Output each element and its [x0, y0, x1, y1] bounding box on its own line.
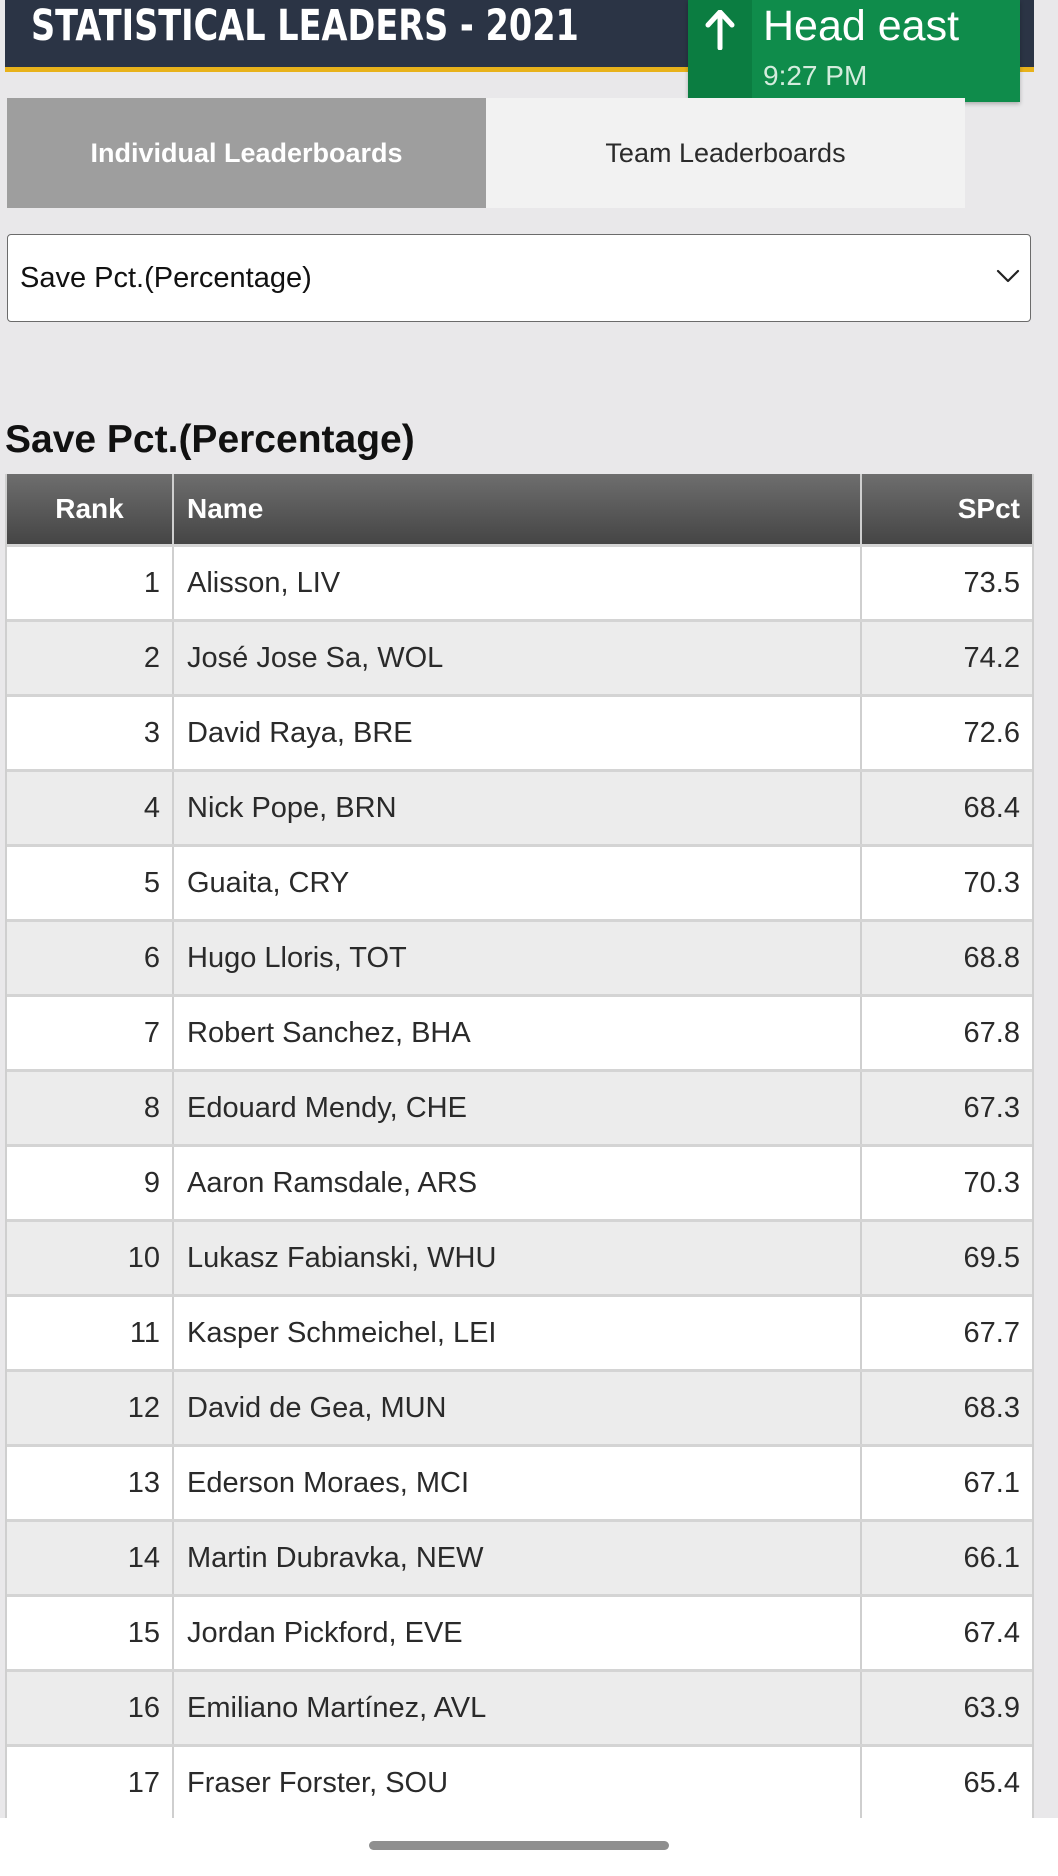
column-header-spct[interactable]: SPct: [957, 493, 1020, 524]
leaders-table: Rank Name SPct 1 Alisson, LIV 73.5 2 José Jo…: [5, 474, 1034, 1819]
chevron-down-icon: [996, 269, 1020, 283]
table-row[interactable]: 16 Emiliano Martínez, AVL 63.9: [7, 1669, 1032, 1744]
cell-rank: 14: [7, 1522, 174, 1594]
table-body: 1 Alisson, LIV 73.5 2 José Jose Sa, WOL 74.2 3…: [7, 544, 1032, 1819]
cell-spct: 65.4: [862, 1747, 1032, 1819]
cell-rank: 2: [7, 622, 174, 694]
table-row[interactable]: 15 Jordan Pickford, EVE 67.4: [7, 1594, 1032, 1669]
cell-rank: 8: [7, 1072, 174, 1144]
cell-spct: 69.5: [862, 1222, 1032, 1294]
cell-spct: 66.1: [862, 1522, 1032, 1594]
cell-spct: 67.8: [862, 997, 1032, 1069]
table-row[interactable]: 6 Hugo Lloris, TOT 68.8: [7, 919, 1032, 994]
stat-category-select[interactable]: Save Pct.(Percentage): [7, 234, 1031, 322]
cell-spct: 63.9: [862, 1672, 1032, 1744]
cell-rank: 6: [7, 922, 174, 994]
table-row[interactable]: 5 Guaita, CRY 70.3: [7, 844, 1032, 919]
cell-spct: 67.3: [862, 1072, 1032, 1144]
cell-player-name[interactable]: Martin Dubravka, NEW: [174, 1522, 862, 1594]
navigation-icon-column: [688, 0, 752, 102]
cell-player-name[interactable]: José Jose Sa, WOL: [174, 622, 862, 694]
cell-player-name[interactable]: Lukasz Fabianski, WHU: [174, 1222, 862, 1294]
page-title: STATISTICAL LEADERS - 2021: [31, 1, 579, 51]
cell-spct: 68.4: [862, 772, 1032, 844]
column-header-name[interactable]: Name: [174, 474, 862, 544]
leaderboard-tabs: Individual Leaderboards Team Leaderboard…: [7, 98, 965, 208]
cell-rank: 11: [7, 1297, 174, 1369]
cell-player-name[interactable]: Guaita, CRY: [174, 847, 862, 919]
cell-player-name[interactable]: Aaron Ramsdale, ARS: [174, 1147, 862, 1219]
cell-player-name[interactable]: Fraser Forster, SOU: [174, 1747, 862, 1819]
table-row[interactable]: 9 Aaron Ramsdale, ARS 70.3: [7, 1144, 1032, 1219]
cell-rank: 1: [7, 547, 174, 619]
cell-rank: 9: [7, 1147, 174, 1219]
cell-player-name[interactable]: Hugo Lloris, TOT: [174, 922, 862, 994]
cell-rank: 16: [7, 1672, 174, 1744]
cell-rank: 12: [7, 1372, 174, 1444]
cell-rank: 10: [7, 1222, 174, 1294]
arrow-up-icon: [705, 10, 735, 50]
cell-rank: 7: [7, 997, 174, 1069]
table-header: Rank Name SPct: [7, 474, 1032, 544]
cell-player-name[interactable]: Ederson Moraes, MCI: [174, 1447, 862, 1519]
cell-player-name[interactable]: Jordan Pickford, EVE: [174, 1597, 862, 1669]
table-row[interactable]: 8 Edouard Mendy, CHE 67.3: [7, 1069, 1032, 1144]
cell-rank: 3: [7, 697, 174, 769]
cell-spct: 67.7: [862, 1297, 1032, 1369]
cell-rank: 5: [7, 847, 174, 919]
table-row[interactable]: 17 Fraser Forster, SOU 65.4: [7, 1744, 1032, 1819]
navigation-time: 9:27 PM: [763, 60, 868, 91]
cell-spct: 70.3: [862, 847, 1032, 919]
stat-category-select-value: Save Pct.(Percentage): [20, 262, 312, 294]
cell-spct: 70.3: [862, 1147, 1032, 1219]
column-header-rank[interactable]: Rank: [7, 474, 174, 544]
tab-team-leaderboards[interactable]: Team Leaderboards: [486, 98, 965, 208]
cell-spct: 67.4: [862, 1597, 1032, 1669]
cell-player-name[interactable]: Robert Sanchez, BHA: [174, 997, 862, 1069]
cell-spct: 72.6: [862, 697, 1032, 769]
table-row[interactable]: 13 Ederson Moraes, MCI 67.1: [7, 1444, 1032, 1519]
table-row[interactable]: 2 José Jose Sa, WOL 74.2: [7, 619, 1032, 694]
cell-player-name[interactable]: Emiliano Martínez, AVL: [174, 1672, 862, 1744]
cell-player-name[interactable]: Kasper Schmeichel, LEI: [174, 1297, 862, 1369]
table-row[interactable]: 4 Nick Pope, BRN 68.4: [7, 769, 1032, 844]
cell-rank: 15: [7, 1597, 174, 1669]
navigation-direction: Head east: [763, 2, 960, 50]
cell-rank: 17: [7, 1747, 174, 1819]
cell-player-name[interactable]: Nick Pope, BRN: [174, 772, 862, 844]
table-row[interactable]: 12 David de Gea, MUN 68.3: [7, 1369, 1032, 1444]
cell-spct: 68.3: [862, 1372, 1032, 1444]
cell-player-name[interactable]: David Raya, BRE: [174, 697, 862, 769]
table-row[interactable]: 3 David Raya, BRE 72.6: [7, 694, 1032, 769]
cell-player-name[interactable]: David de Gea, MUN: [174, 1372, 862, 1444]
table-row[interactable]: 11 Kasper Schmeichel, LEI 67.7: [7, 1294, 1032, 1369]
home-indicator[interactable]: [369, 1841, 669, 1850]
cell-rank: 4: [7, 772, 174, 844]
navigation-notification[interactable]: Head east 9:27 PM: [688, 0, 1020, 102]
table-row[interactable]: 10 Lukasz Fabianski, WHU 69.5: [7, 1219, 1032, 1294]
cell-player-name[interactable]: Edouard Mendy, CHE: [174, 1072, 862, 1144]
table-row[interactable]: 14 Martin Dubravka, NEW 66.1: [7, 1519, 1032, 1594]
table-row[interactable]: 7 Robert Sanchez, BHA 67.8: [7, 994, 1032, 1069]
cell-spct: 73.5: [862, 547, 1032, 619]
tab-individual-leaderboards[interactable]: Individual Leaderboards: [7, 98, 486, 208]
cell-player-name[interactable]: Alisson, LIV: [174, 547, 862, 619]
cell-spct: 67.1: [862, 1447, 1032, 1519]
table-row[interactable]: 1 Alisson, LIV 73.5: [7, 544, 1032, 619]
stat-heading: Save Pct.(Percentage): [5, 418, 415, 461]
cell-rank: 13: [7, 1447, 174, 1519]
cell-spct: 68.8: [862, 922, 1032, 994]
cell-spct: 74.2: [862, 622, 1032, 694]
